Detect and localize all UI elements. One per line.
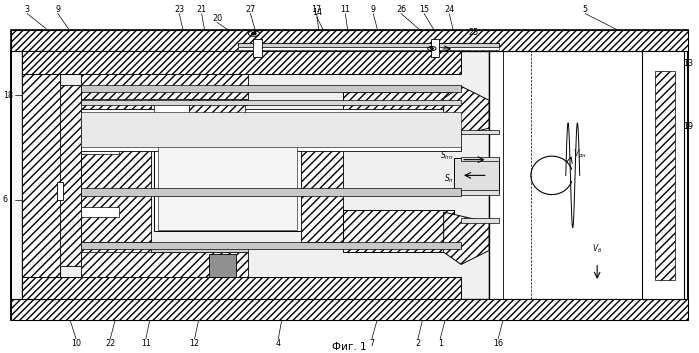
Bar (81, 207, 120, 217)
Text: 13: 13 (684, 59, 693, 68)
Text: $S_{пп}$: $S_{пп}$ (440, 149, 454, 162)
Polygon shape (444, 212, 489, 264)
Circle shape (431, 48, 433, 49)
Text: 2б: 2б (396, 5, 406, 14)
Text: 24: 24 (444, 5, 454, 14)
Text: 20: 20 (212, 14, 222, 23)
Bar (301, 113, 343, 242)
Text: 6: 6 (3, 195, 8, 204)
Text: 7: 7 (369, 339, 375, 348)
Bar (22, 51, 60, 299)
Text: $S_{п}$: $S_{п}$ (444, 173, 454, 185)
Bar (642, 51, 684, 299)
Bar (158, 121, 297, 229)
Bar (253, 39, 261, 56)
Bar (343, 210, 454, 252)
Bar (11, 299, 688, 320)
Text: $V_{рн}$: $V_{рн}$ (572, 148, 586, 161)
Bar (151, 245, 248, 252)
Bar (81, 98, 151, 109)
Text: 19: 19 (684, 122, 693, 131)
Text: 5: 5 (583, 5, 588, 14)
Bar (154, 119, 301, 231)
Text: $V_{б}$: $V_{б}$ (592, 243, 603, 255)
Bar (60, 84, 81, 266)
Text: 3: 3 (24, 5, 29, 14)
Bar (60, 84, 81, 266)
Bar (81, 109, 151, 242)
Text: 12: 12 (189, 339, 200, 348)
Text: 11: 11 (140, 339, 151, 348)
Text: 25: 25 (468, 28, 479, 37)
Bar (343, 91, 454, 133)
Bar (81, 243, 461, 249)
Bar (238, 47, 468, 50)
Bar (440, 47, 499, 50)
Text: 16: 16 (493, 339, 503, 348)
Bar (81, 98, 151, 109)
Text: 1: 1 (438, 339, 442, 348)
Circle shape (252, 32, 256, 35)
Text: Фиг. 1: Фиг. 1 (332, 342, 367, 352)
Bar (301, 113, 343, 242)
Text: 18: 18 (3, 90, 13, 100)
Bar (154, 98, 189, 119)
Bar (440, 43, 499, 47)
Bar (57, 183, 64, 200)
Text: 10: 10 (71, 339, 81, 348)
Bar (208, 254, 236, 277)
Bar (22, 277, 461, 299)
Bar (11, 30, 688, 51)
Bar (151, 98, 248, 106)
Bar (81, 252, 248, 277)
Bar (461, 218, 500, 222)
Text: 4: 4 (276, 339, 281, 348)
Bar (189, 98, 245, 119)
Bar (489, 51, 677, 299)
Bar (22, 51, 461, 74)
Text: 11: 11 (340, 5, 350, 14)
Text: 2: 2 (415, 339, 420, 348)
Bar (655, 71, 675, 280)
Text: 15: 15 (419, 5, 429, 14)
Bar (81, 144, 120, 154)
Text: 21: 21 (196, 5, 207, 14)
Bar (461, 190, 500, 195)
Bar (461, 157, 500, 161)
Bar (81, 113, 461, 148)
Bar (238, 43, 468, 47)
Bar (22, 51, 60, 299)
Bar (81, 109, 461, 151)
Text: 27: 27 (245, 5, 256, 14)
Bar (81, 74, 248, 98)
Bar (81, 85, 461, 91)
Bar (22, 51, 489, 299)
Bar (431, 39, 440, 56)
Bar (81, 242, 151, 252)
Text: 9: 9 (370, 5, 376, 14)
Text: 9: 9 (55, 5, 60, 14)
Bar (81, 242, 151, 252)
Bar (454, 158, 500, 193)
Text: 23: 23 (174, 5, 185, 14)
Text: 14: 14 (312, 8, 322, 17)
Bar (81, 187, 461, 196)
Text: 17: 17 (312, 5, 322, 14)
Bar (11, 30, 688, 320)
Text: 22: 22 (105, 339, 115, 348)
Bar (81, 100, 461, 106)
Bar (461, 130, 500, 134)
Polygon shape (444, 86, 489, 139)
